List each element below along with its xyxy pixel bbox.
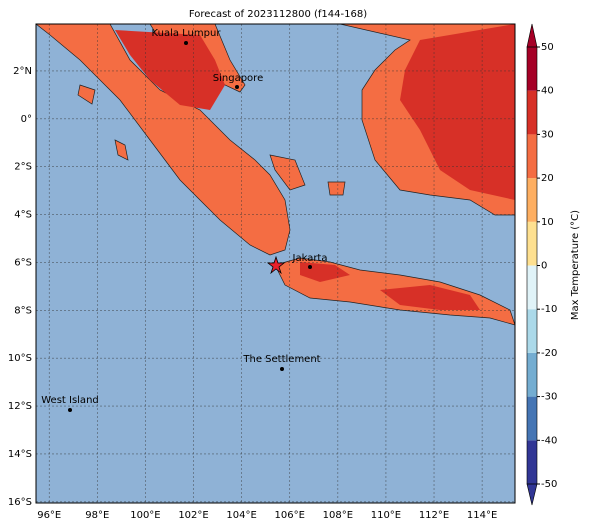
colorbar-tick-label: 50: [541, 42, 554, 53]
colorbar-segment: [527, 352, 537, 397]
forecast-star: [266, 255, 286, 275]
colorbar-segment: [527, 134, 537, 179]
lat-tick-label: 12°S: [8, 401, 32, 412]
lon-tick-label: 106°E: [275, 510, 305, 521]
lon-tick-label: 112°E: [419, 510, 449, 521]
lon-tick-label: 114°E: [467, 510, 497, 521]
land-hot: [300, 262, 350, 282]
colorbar-segment: [527, 309, 537, 353]
lon-tick-label: 110°E: [371, 510, 401, 521]
map-frame: [35, 23, 516, 504]
land: [114, 139, 129, 161]
city-dot: [235, 85, 239, 89]
cities: Kuala Lumpur Singapore Jakarta The Settl…: [41, 28, 327, 412]
colorbar-label: Max Temperature (°C): [570, 210, 581, 320]
lat-tick-label: 16°S: [8, 497, 32, 508]
colorbar-tick-label: 30: [541, 129, 554, 140]
colorbar-segment: [527, 90, 537, 135]
title: Forecast of 2023112800 (f144-168): [189, 9, 367, 20]
lon-tick-label: 104°E: [226, 510, 256, 521]
land: [269, 154, 306, 191]
colorbar-segment: [527, 440, 537, 484]
land-hot: [115, 30, 225, 110]
city-dot: [184, 41, 188, 45]
lon-tick-label: 108°E: [323, 510, 353, 521]
lat-tick-label: 0°: [21, 114, 32, 125]
colorbar-tick-label: 20: [541, 173, 554, 184]
colorbar-tick-label: -10: [541, 304, 557, 315]
colorbar-tick-label: -20: [541, 348, 557, 359]
land: [77, 84, 96, 105]
city-dot: [68, 408, 72, 412]
city-label: Singapore: [213, 73, 263, 84]
colorbar-segment: [527, 47, 537, 91]
colorbar-tick-label: -50: [541, 479, 557, 490]
lat-tick-label: 14°S: [8, 449, 32, 460]
colorbar-segment: [527, 221, 537, 266]
lon-tick-label: 100°E: [130, 510, 160, 521]
lat-tick-label: 10°S: [8, 353, 32, 364]
lon-tick-label: 98°E: [85, 510, 109, 521]
lat-tick-label: 2°N: [13, 66, 32, 77]
city-label: West Island: [41, 395, 99, 406]
city-dot: [280, 367, 284, 371]
colorbar-tick-label: -40: [541, 435, 557, 446]
graticule: 96°E 98°E 100°E 102°E 104°E 106°E 108°E 110°E 11…: [8, 24, 515, 521]
lon-tick-label: 102°E: [178, 510, 208, 521]
city-dot: [308, 265, 312, 269]
colorbar-segment: [527, 265, 537, 310]
lat-tick-label: 8°S: [14, 305, 32, 316]
map-area: [36, 24, 515, 503]
city-label: Jakarta: [292, 253, 328, 264]
colorbar-tick-label: 0: [541, 261, 547, 272]
colorbar-tick-label: -30: [541, 392, 557, 403]
lat-tick-label: 4°S: [14, 210, 32, 221]
land-hot: [380, 285, 480, 310]
colorbar-segment: [527, 396, 537, 441]
colorbar-tick-label: 40: [541, 86, 554, 97]
colorbar-extend: [526, 483, 538, 506]
city-label: Kuala Lumpur: [152, 28, 222, 39]
colorbar: -50 -40 -30 -20 -10 0 10 20 30 40 50: [526, 23, 557, 506]
land-hot: [400, 24, 515, 200]
lat-tick-label: 2°S: [14, 162, 32, 173]
city-label: The Settlement: [242, 354, 320, 365]
colorbar-tick-label: 10: [541, 217, 554, 228]
land: [327, 181, 346, 196]
colorbar-segment: [527, 178, 537, 222]
lat-tick-label: 6°S: [14, 257, 32, 268]
colorbar-extend: [526, 23, 538, 48]
lon-tick-label: 96°E: [37, 510, 61, 521]
